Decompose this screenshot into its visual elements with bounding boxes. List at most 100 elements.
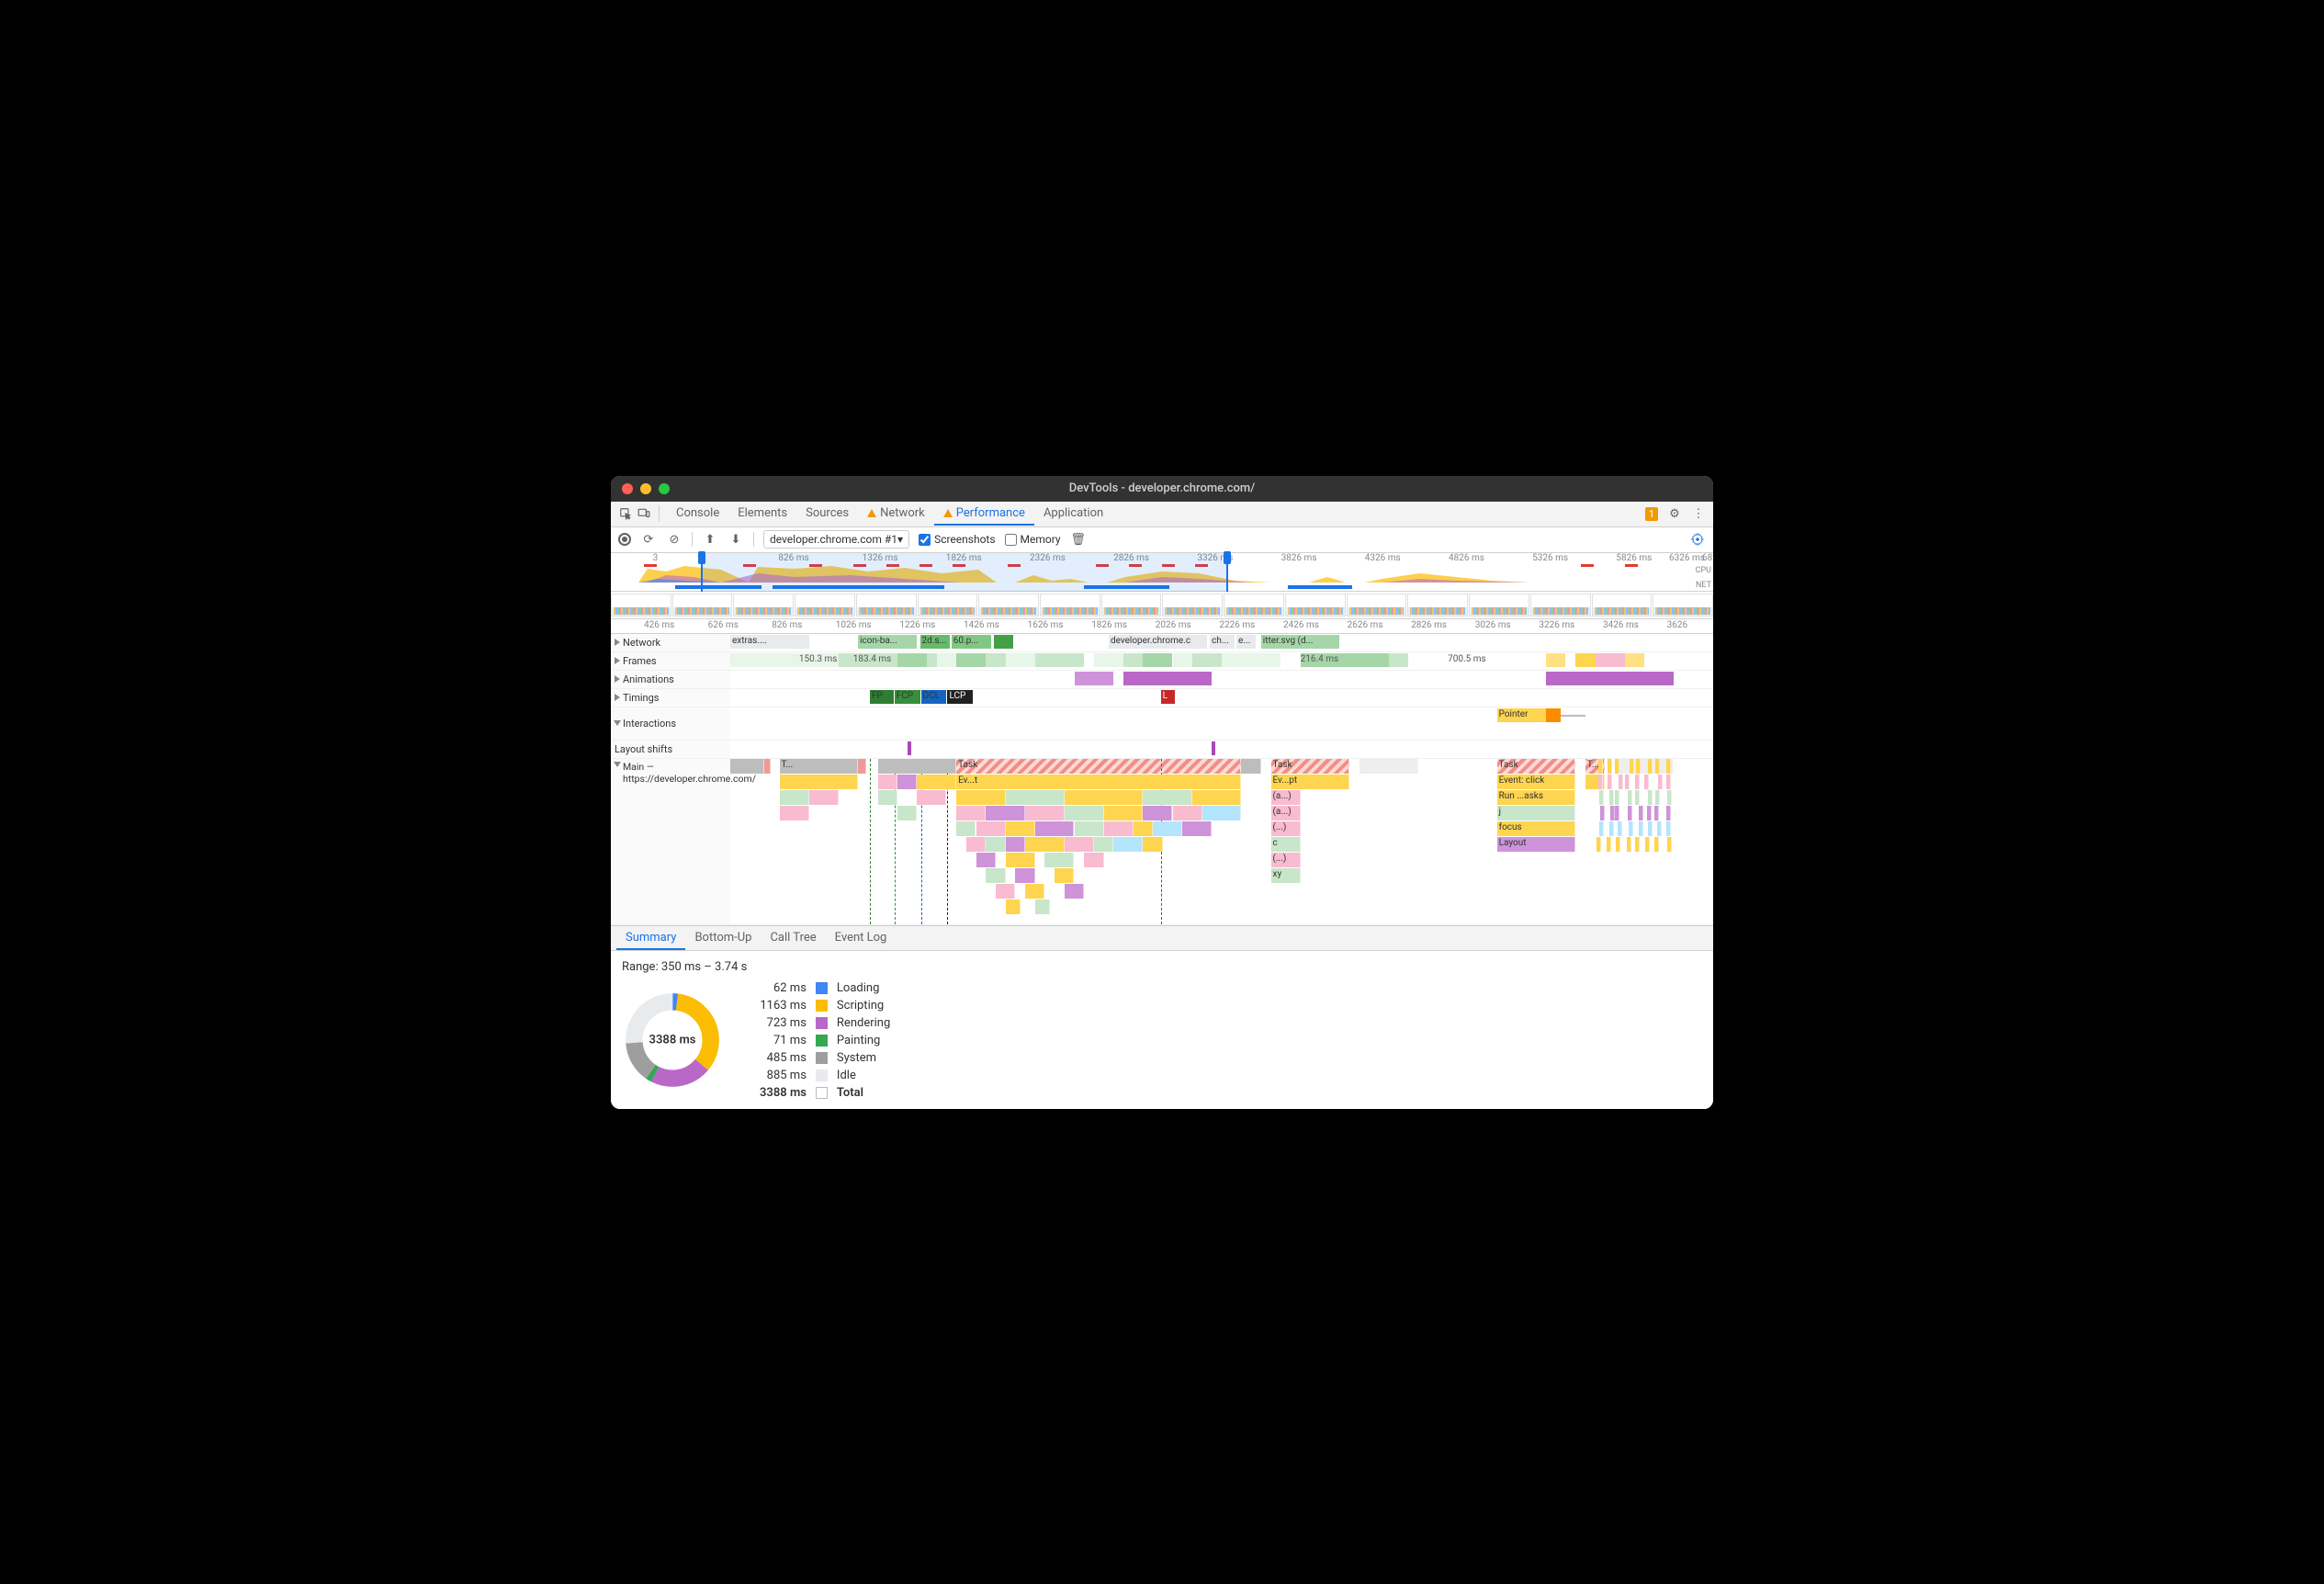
- flame-event[interactable]: [956, 790, 1006, 805]
- track-event[interactable]: extras....: [730, 635, 809, 649]
- issues-badge[interactable]: 1: [1645, 507, 1658, 521]
- minimize-icon[interactable]: [640, 483, 651, 494]
- flame-event[interactable]: xy: [1271, 868, 1301, 883]
- flame-event[interactable]: j: [1497, 806, 1576, 820]
- flame-event[interactable]: [1182, 821, 1212, 836]
- tab-performance[interactable]: Performance: [934, 503, 1034, 526]
- flame-event[interactable]: [809, 790, 839, 805]
- timings-track[interactable]: Timings FPFCPDCLLCPL: [611, 689, 1713, 707]
- flame-event[interactable]: [1173, 806, 1202, 820]
- interactions-track[interactable]: Interactions Pointer: [611, 707, 1713, 741]
- filmstrip[interactable]: [611, 592, 1713, 619]
- track-event[interactable]: [1546, 672, 1674, 685]
- screenshot-thumb[interactable]: [1224, 594, 1284, 617]
- flame-event[interactable]: [858, 759, 866, 774]
- flame-chart[interactable]: T...TaskTaskTaskT...Ev...tEv...ptEvent: …: [730, 759, 1713, 924]
- flame-event[interactable]: [1006, 899, 1021, 914]
- flame-event[interactable]: [878, 759, 957, 774]
- flame-event[interactable]: [897, 775, 917, 789]
- flame-event[interactable]: [917, 790, 946, 805]
- flame-event[interactable]: [764, 759, 770, 774]
- tab-application[interactable]: Application: [1034, 503, 1112, 526]
- flame-event[interactable]: c: [1271, 837, 1301, 852]
- close-icon[interactable]: [622, 483, 633, 494]
- overview-pane[interactable]: 3826 ms1326 ms1826 ms2326 ms2826 ms3326 …: [611, 553, 1713, 592]
- flame-event[interactable]: [1192, 790, 1242, 805]
- screenshot-thumb[interactable]: [1469, 594, 1529, 617]
- flame-event[interactable]: [986, 837, 1005, 852]
- track-event[interactable]: e...: [1236, 635, 1256, 649]
- animations-track[interactable]: Animations: [611, 671, 1713, 689]
- flame-event[interactable]: [1065, 790, 1144, 805]
- flame-event[interactable]: Layout: [1497, 837, 1576, 852]
- detail-tab-call-tree[interactable]: Call Tree: [761, 926, 825, 950]
- track-event[interactable]: LCP: [947, 690, 973, 704]
- flame-event[interactable]: [996, 884, 1015, 899]
- flame-event[interactable]: [956, 821, 976, 836]
- track-event[interactable]: itter.svg (d...: [1261, 635, 1340, 649]
- flame-event[interactable]: [730, 759, 764, 774]
- track-event[interactable]: ch...: [1210, 635, 1235, 649]
- flame-event[interactable]: [878, 775, 897, 789]
- track-event[interactable]: [1075, 672, 1114, 685]
- flame-event[interactable]: [897, 806, 917, 820]
- screenshot-thumb[interactable]: [1347, 594, 1407, 617]
- screenshot-thumb[interactable]: [672, 594, 733, 617]
- download-icon[interactable]: ⬇: [728, 531, 744, 548]
- selection-handle-left[interactable]: [698, 551, 705, 564]
- flame-event[interactable]: [976, 821, 1006, 836]
- flame-event[interactable]: [1044, 853, 1074, 867]
- track-event[interactable]: [994, 635, 1013, 649]
- device-icon[interactable]: [637, 506, 651, 521]
- flame-event[interactable]: [780, 790, 809, 805]
- maximize-icon[interactable]: [659, 483, 670, 494]
- flame-event[interactable]: (...): [1271, 821, 1301, 836]
- flame-event[interactable]: [1025, 884, 1044, 899]
- garbage-collect-icon[interactable]: 🗑: [1070, 531, 1087, 548]
- flame-event[interactable]: [1075, 821, 1104, 836]
- recording-select[interactable]: developer.chrome.com #1▾: [763, 530, 909, 549]
- track-event[interactable]: [1212, 741, 1215, 755]
- flame-event[interactable]: [1241, 759, 1260, 774]
- screenshot-thumb[interactable]: [1592, 594, 1653, 617]
- flame-event[interactable]: [780, 806, 809, 820]
- screenshot-thumb[interactable]: [918, 594, 978, 617]
- detail-tab-summary[interactable]: Summary: [616, 926, 685, 950]
- flame-event[interactable]: [1143, 806, 1172, 820]
- screenshot-thumb[interactable]: [978, 594, 1039, 617]
- flame-event[interactable]: [1134, 821, 1153, 836]
- tab-sources[interactable]: Sources: [796, 503, 858, 526]
- flame-event[interactable]: Task: [1497, 759, 1576, 774]
- flame-event[interactable]: [1113, 837, 1143, 852]
- tab-elements[interactable]: Elements: [728, 503, 796, 526]
- flame-event[interactable]: [1202, 806, 1242, 820]
- track-event[interactable]: FCP: [895, 690, 920, 704]
- screenshot-thumb[interactable]: [1530, 594, 1591, 617]
- screenshots-checkbox[interactable]: Screenshots: [919, 533, 995, 546]
- flame-event[interactable]: Event: click: [1497, 775, 1576, 789]
- detail-tab-event-log[interactable]: Event Log: [826, 926, 897, 950]
- flame-event[interactable]: [1035, 821, 1075, 836]
- flame-event[interactable]: [1104, 806, 1144, 820]
- track-event[interactable]: developer.chrome.c: [1109, 635, 1207, 649]
- gear-icon[interactable]: ⚙: [1667, 506, 1682, 521]
- record-icon[interactable]: [618, 533, 631, 546]
- flame-event[interactable]: (...): [1271, 853, 1301, 867]
- track-event[interactable]: 60.p...: [952, 635, 991, 649]
- flame-event[interactable]: Task: [956, 759, 1241, 774]
- flame-event[interactable]: [986, 868, 1005, 883]
- track-event[interactable]: L: [1161, 690, 1175, 704]
- flame-event[interactable]: [1084, 853, 1103, 867]
- clear-icon[interactable]: ⊘: [666, 531, 683, 548]
- flame-event[interactable]: [1153, 821, 1182, 836]
- selection-handle-right[interactable]: [1224, 551, 1231, 564]
- track-event[interactable]: icon-ba...: [858, 635, 917, 649]
- screenshot-thumb[interactable]: [1285, 594, 1346, 617]
- flame-event[interactable]: [917, 775, 956, 789]
- flame-event[interactable]: [1015, 868, 1034, 883]
- flame-event[interactable]: [966, 837, 986, 852]
- time-selection[interactable]: [701, 553, 1228, 592]
- memory-checkbox[interactable]: Memory: [1005, 533, 1061, 546]
- flame-event[interactable]: [1143, 837, 1162, 852]
- screenshot-thumb[interactable]: [1653, 594, 1713, 617]
